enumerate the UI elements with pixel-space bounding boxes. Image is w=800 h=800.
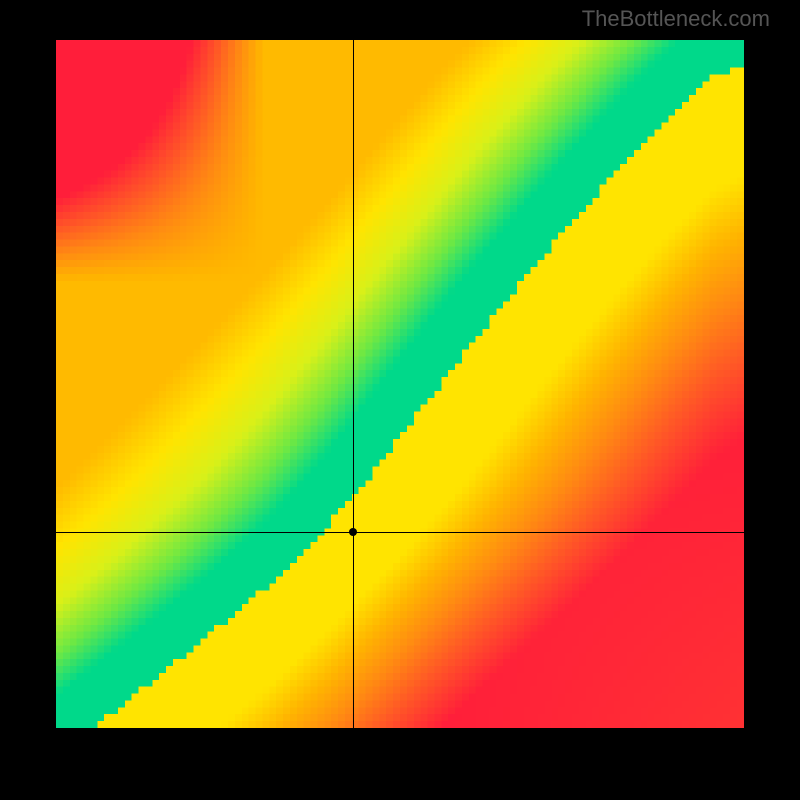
bottleneck-heatmap — [56, 40, 744, 728]
crosshair-vertical — [353, 40, 354, 728]
chart-header: TheBottleneck.com — [0, 0, 800, 36]
selection-marker — [349, 528, 357, 536]
attribution-text: TheBottleneck.com — [582, 6, 770, 31]
heatmap-canvas — [56, 40, 744, 728]
crosshair-horizontal — [56, 532, 744, 533]
